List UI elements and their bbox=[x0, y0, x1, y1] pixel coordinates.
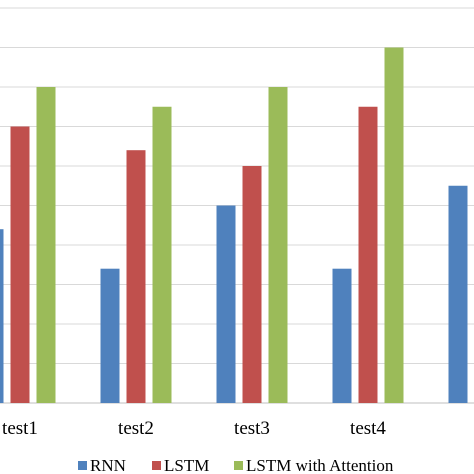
bar-rnn-t bbox=[448, 185, 468, 403]
bar-rnn-test3 bbox=[216, 205, 236, 403]
bar-lstm-test3 bbox=[242, 166, 262, 403]
x-axis-tick-labels: test1test2test3test4t bbox=[2, 418, 386, 439]
bar-lstm-with-attention-test3 bbox=[268, 87, 288, 403]
legend-label-rnn: RNN bbox=[90, 456, 126, 474]
x-tick-label-test1: test1 bbox=[2, 418, 38, 439]
x-tick-label-test4: test4 bbox=[350, 418, 386, 439]
bar-rnn-test2 bbox=[100, 268, 120, 403]
bar-rnn-test1 bbox=[0, 229, 4, 403]
x-tick-label-test2: test2 bbox=[118, 418, 154, 439]
legend-label-lstm-with-attention: LSTM with Attention bbox=[246, 456, 394, 474]
bar-lstm-with-attention-test4 bbox=[384, 47, 404, 403]
legend-label-lstm: LSTM bbox=[164, 456, 209, 474]
bar-lstm-test2 bbox=[126, 150, 146, 403]
bar-lstm-with-attention-test2 bbox=[152, 106, 172, 403]
legend-swatch-lstm bbox=[152, 461, 161, 470]
bar-lstm-with-attention-test1 bbox=[36, 87, 56, 403]
bars bbox=[0, 47, 468, 403]
x-tick-label-test3: test3 bbox=[234, 418, 270, 439]
bar-lstm-test1 bbox=[10, 126, 30, 403]
legend-swatch-rnn bbox=[78, 461, 87, 470]
legend-swatch-lstm-with-attention bbox=[234, 461, 243, 470]
legend: RNN LSTM LSTM with Attention bbox=[78, 456, 394, 474]
bar-lstm-test4 bbox=[358, 106, 378, 403]
bar-rnn-test4 bbox=[332, 268, 352, 403]
